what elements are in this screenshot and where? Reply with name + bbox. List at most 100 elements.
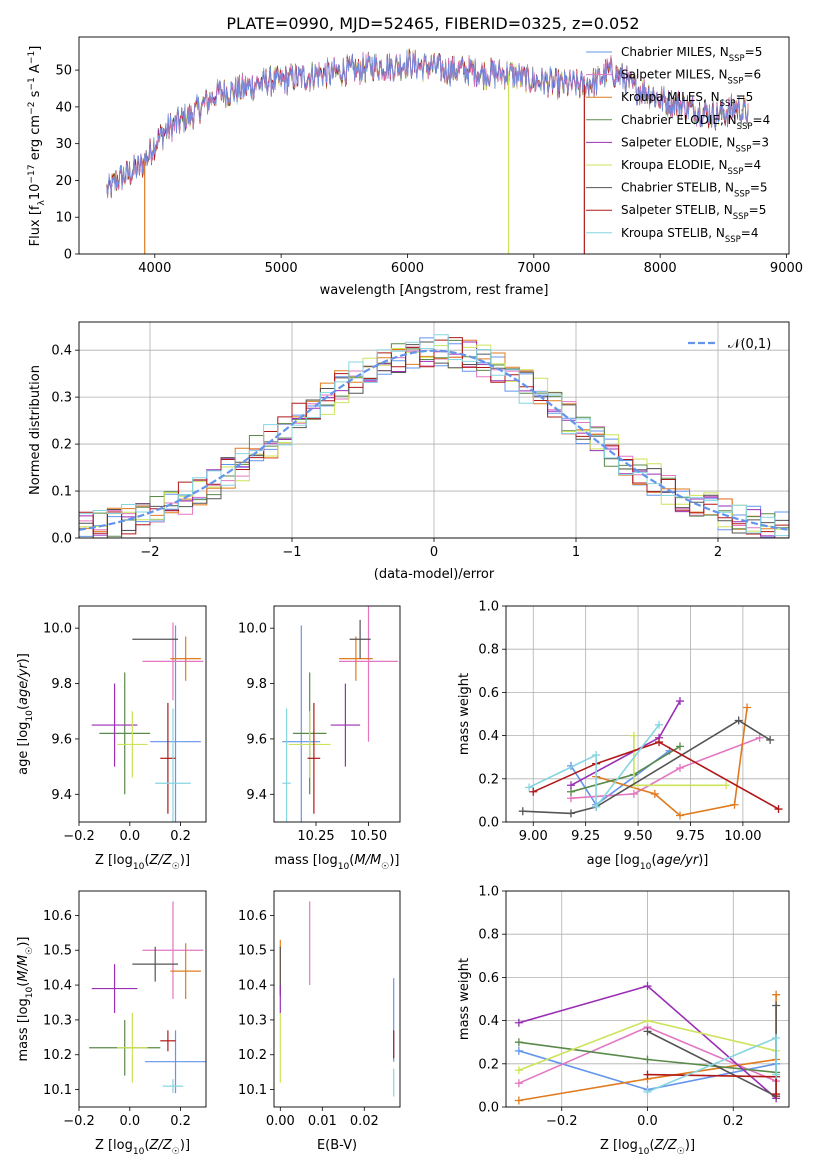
y-tick-label: 10.5 bbox=[43, 944, 72, 959]
y-tick-label: 10.5 bbox=[238, 944, 267, 959]
age-z-y-label: age [log10(age/yr)] bbox=[16, 653, 35, 775]
x-tick-label: 9000 bbox=[770, 261, 803, 276]
weight-marker bbox=[722, 781, 731, 790]
y-tick-label: 0.1 bbox=[51, 485, 72, 500]
legend-label: Kroupa MILES, NSSP=5 bbox=[621, 90, 753, 109]
weight-marker bbox=[518, 807, 527, 816]
spectrum-axes: 4000 5000 6000 7000 8000 9000 0 10 20 30 40 50 bbox=[55, 64, 803, 276]
y-tick-label: 0 bbox=[64, 248, 72, 263]
weight-marker bbox=[514, 1066, 523, 1075]
x-tick-label: −0.2 bbox=[63, 1114, 95, 1129]
y-tick-label: 0.6 bbox=[478, 686, 499, 701]
weight-z-frame bbox=[505, 890, 790, 1108]
y-tick-label: 1.0 bbox=[478, 885, 499, 900]
mass-z-axes: −0.2 0.0 0.2 10.1 10.2 10.3 10.4 10.5 10.6 bbox=[43, 909, 191, 1129]
weight-age-frame bbox=[505, 605, 790, 823]
spectrum-lines bbox=[106, 48, 749, 254]
y-tick-label: 10.3 bbox=[43, 1013, 72, 1028]
age-z-axes: −0.2 0.0 0.2 9.4 9.6 9.8 10.0 bbox=[43, 622, 191, 844]
spectrum-salpeter-miles bbox=[106, 49, 749, 196]
x-tick-label: 10.00 bbox=[724, 829, 761, 844]
y-tick-label: 9.4 bbox=[51, 788, 72, 803]
spectrum-y-label: Flux [fλ10−17 erg cm−2 s−1 A−1] bbox=[27, 46, 47, 247]
weight-marker bbox=[655, 738, 664, 747]
legend-label: Chabrier STELIB, NSSP=5 bbox=[621, 181, 768, 200]
y-tick-label: 10.3 bbox=[238, 1013, 267, 1028]
y-tick-label: 10.6 bbox=[43, 909, 72, 924]
x-tick-label: 0.0 bbox=[119, 1114, 140, 1129]
weight-line bbox=[528, 724, 660, 810]
weight-marker bbox=[514, 1018, 523, 1027]
mass-z-frame bbox=[78, 890, 207, 1108]
x-tick-label: 0.0 bbox=[119, 829, 140, 844]
age-mass-frame bbox=[273, 605, 401, 823]
y-tick-label: 50 bbox=[55, 64, 72, 79]
weight-z-y-label: mass weight bbox=[457, 958, 472, 1040]
mass-z-x-label: Z [log10(Z/Z☉)] bbox=[95, 1138, 190, 1157]
x-tick-label: 0.2 bbox=[170, 829, 191, 844]
weight-marker bbox=[755, 733, 764, 742]
y-tick-label: 1.0 bbox=[478, 600, 499, 615]
y-tick-label: 0.0 bbox=[478, 816, 499, 831]
weight-marker bbox=[629, 731, 638, 740]
weight-marker bbox=[566, 809, 575, 818]
histogram-kroupa-stelib bbox=[79, 334, 789, 538]
age-z-x-label: Z [log10(Z/Z☉)] bbox=[95, 853, 190, 872]
y-tick-label: 9.6 bbox=[51, 732, 72, 747]
weight-marker bbox=[643, 982, 652, 991]
weight-marker bbox=[643, 1055, 652, 1064]
legend-label: Salpeter ELODIE, NSSP=3 bbox=[621, 135, 769, 154]
weight-marker bbox=[772, 1033, 781, 1042]
weight-marker bbox=[675, 697, 684, 706]
mass-ebv-points bbox=[279, 901, 395, 1097]
legend-label: Kroupa ELODIE, NSSP=4 bbox=[621, 158, 761, 177]
weight-age-y-label: mass weight bbox=[457, 673, 472, 755]
legend-label: Chabrier MILES, NSSP=5 bbox=[621, 45, 762, 64]
y-tick-label: 10.2 bbox=[43, 1048, 72, 1063]
weight-marker bbox=[643, 1027, 652, 1036]
weight-marker bbox=[675, 811, 684, 820]
weight-marker bbox=[629, 789, 638, 798]
weight-marker bbox=[592, 751, 601, 760]
x-tick-label: 9.00 bbox=[519, 829, 548, 844]
y-tick-label: 0.4 bbox=[51, 344, 72, 359]
weight-marker bbox=[772, 990, 781, 999]
y-tick-label: 0.4 bbox=[478, 1014, 499, 1029]
age-z-points bbox=[91, 622, 204, 822]
y-tick-label: 0.8 bbox=[478, 928, 499, 943]
x-tick-label: −1 bbox=[282, 545, 301, 560]
legend-label: Kroupa STELIB, NSSP=4 bbox=[621, 226, 759, 245]
y-tick-label: 0.2 bbox=[51, 438, 72, 453]
x-tick-label: 10.50 bbox=[350, 829, 387, 844]
y-tick-label: 0.3 bbox=[51, 391, 72, 406]
weight-marker bbox=[643, 1070, 652, 1079]
age-mass-x-label: mass [log10(M/M☉)] bbox=[275, 853, 400, 872]
weight-marker bbox=[514, 1046, 523, 1055]
y-tick-label: 9.8 bbox=[246, 677, 267, 692]
weight-marker bbox=[772, 1090, 781, 1099]
weight-marker bbox=[772, 1001, 781, 1010]
x-tick-label: 9.50 bbox=[624, 829, 653, 844]
legend-label: Chabrier ELODIE, NSSP=4 bbox=[621, 113, 770, 132]
mass-ebv-frame bbox=[273, 890, 401, 1108]
y-tick-label: 10.0 bbox=[43, 622, 72, 637]
x-tick-label: 6000 bbox=[391, 261, 424, 276]
mass-z-points bbox=[89, 901, 206, 1094]
weight-marker bbox=[730, 800, 739, 809]
x-tick-label: 9.75 bbox=[676, 829, 705, 844]
weight-marker bbox=[655, 720, 664, 729]
x-tick-label: 0 bbox=[430, 545, 438, 560]
x-tick-label: 0.2 bbox=[170, 1114, 191, 1129]
weight-marker bbox=[592, 802, 601, 811]
weight-marker bbox=[766, 735, 775, 744]
weight-line bbox=[570, 737, 760, 799]
y-tick-label: 0.2 bbox=[478, 1057, 499, 1072]
legend-label: Salpeter MILES, NSSP=6 bbox=[621, 68, 761, 87]
weight-marker bbox=[514, 1038, 523, 1047]
y-tick-label: 40 bbox=[55, 100, 72, 115]
y-tick-label: 0.0 bbox=[478, 1101, 499, 1116]
x-tick-label: 8000 bbox=[644, 261, 677, 276]
weight-line bbox=[570, 700, 681, 787]
x-tick-label: 0.02 bbox=[350, 1114, 379, 1129]
